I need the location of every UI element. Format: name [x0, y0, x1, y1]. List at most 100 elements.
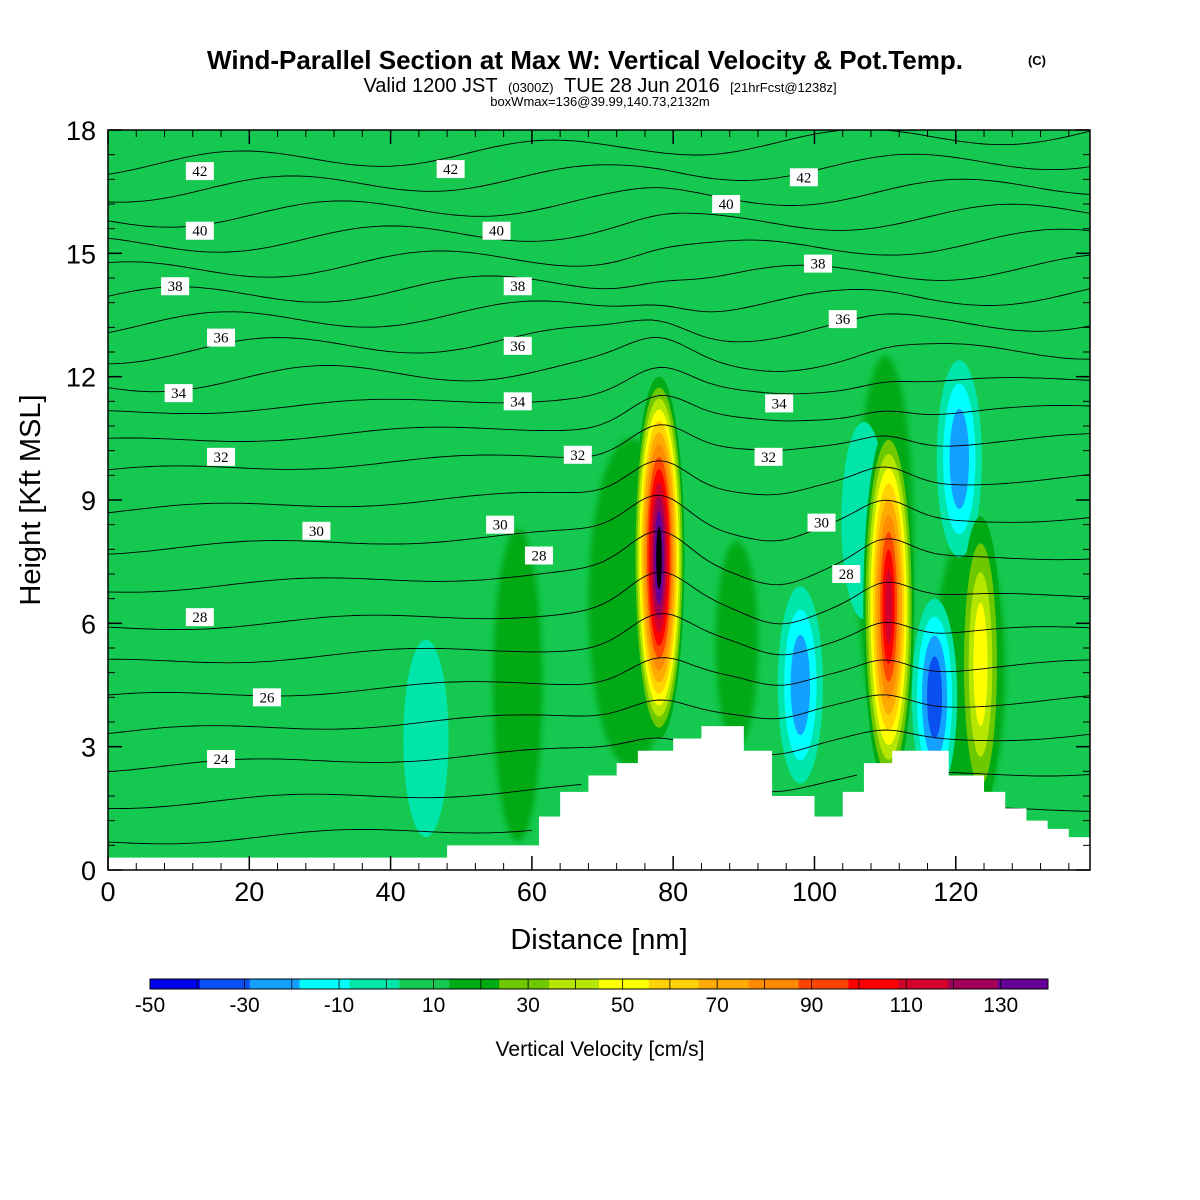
colorbar-tick-label: 110 — [889, 994, 922, 1017]
y-tick-label: 9 — [81, 486, 96, 516]
downdraft-contour — [790, 634, 811, 736]
theta-label-text: 28 — [192, 610, 207, 626]
theta-contour-line — [108, 337, 1090, 393]
theta-contour-line — [108, 395, 1090, 442]
theta-label-text: 40 — [719, 197, 734, 213]
theta-label-text: 30 — [493, 518, 508, 534]
theta-label-text: 34 — [510, 394, 526, 410]
updraft-contour — [656, 526, 662, 589]
theta-label-text: 36 — [214, 331, 230, 347]
theta-contours — [108, 130, 1090, 845]
updraft-contour — [496, 537, 539, 833]
theta-label: 36 — [828, 310, 857, 329]
theta-label-text: 28 — [531, 549, 546, 565]
theta-label: 32 — [207, 447, 236, 466]
theta-contour-line — [108, 228, 1090, 278]
colorbar-swatch — [998, 979, 1049, 989]
colorbar: -50 -30 -10 10 30 50 70 90 110 130 — [135, 978, 1049, 1017]
theta-label-text: 30 — [814, 516, 829, 532]
theta-label: 40 — [482, 221, 511, 240]
theta-label: 34 — [765, 394, 794, 413]
colorbar-swatch — [349, 979, 400, 989]
theta-label: 34 — [164, 384, 193, 403]
theta-contour-labels: 42 42 42 40 40 40 38 38 38 36 36 36 34 34 34 32 32 32 30 30… — [161, 160, 861, 768]
theta-label-text: 36 — [835, 312, 851, 328]
theta-contour-line — [108, 178, 1090, 228]
theta-label-text: 32 — [570, 448, 585, 464]
theta-label: 36 — [207, 328, 236, 347]
theta-label: 38 — [161, 277, 190, 296]
y-tick-label: 15 — [66, 239, 96, 269]
theta-contour-line — [108, 130, 1090, 175]
velocity-region — [715, 541, 758, 747]
theta-label-text: 40 — [192, 224, 207, 240]
x-tick-label: 100 — [792, 877, 837, 907]
theta-label-text: 42 — [192, 164, 207, 180]
theta-label: 28 — [832, 565, 861, 583]
theta-label: 42 — [185, 162, 214, 181]
theta-label-text: 26 — [259, 690, 275, 706]
y-tick-label: 6 — [81, 609, 96, 639]
colorbar-swatch — [748, 979, 800, 989]
theta-label-text: 36 — [510, 339, 526, 355]
theta-label-text: 32 — [214, 450, 229, 466]
colorbar-swatch — [150, 979, 201, 989]
theta-label: 32 — [563, 445, 592, 464]
x-axis-title: Distance [nm] — [510, 924, 687, 956]
colorbar-swatch — [399, 979, 450, 989]
colorbar-swatch — [299, 979, 351, 989]
theta-contour-line — [108, 571, 1090, 631]
theta-contour-line — [108, 613, 1090, 664]
x-tick-label: 80 — [658, 877, 688, 907]
colorbar-swatch — [249, 979, 301, 989]
y-tick-label: 18 — [66, 116, 96, 146]
colorbar-tick-label: 130 — [983, 994, 1018, 1017]
theta-label: 34 — [503, 392, 532, 411]
chart-info-line: boxWmax=136@39.99,140.73,2132m — [490, 94, 710, 109]
theta-label-text: 40 — [489, 224, 504, 240]
theta-contour-line — [108, 772, 1090, 810]
theta-label: 40 — [185, 221, 214, 240]
x-tick-label: 120 — [933, 877, 978, 907]
colorbar-title: Vertical Velocity [cm/s] — [496, 1038, 705, 1061]
copyright-mark: (C) — [1028, 53, 1046, 68]
theta-contour-line — [108, 729, 1090, 773]
colorbar-swatch — [199, 979, 251, 989]
theta-label-text: 24 — [214, 752, 230, 768]
theta-contour-line — [108, 288, 1090, 334]
theta-contour-line — [108, 694, 1090, 735]
terrain — [108, 726, 1090, 870]
colorbar-tick-label: 30 — [516, 994, 539, 1017]
subtitle-utc-time: (0300Z) — [508, 80, 554, 95]
theta-label: 26 — [252, 688, 281, 707]
velocity-region — [574, 191, 660, 398]
theta-label: 28 — [524, 546, 553, 565]
y-tick-label: 0 — [81, 856, 96, 886]
colorbar-swatch — [549, 979, 600, 989]
theta-label-text: 30 — [309, 524, 324, 540]
y-axis-title: Height [Kft MSL] — [15, 394, 47, 605]
downdraft-contour — [403, 639, 449, 838]
subtitle-date: TUE 28 Jun 2016 — [564, 75, 720, 97]
theta-contour-line — [108, 494, 1090, 555]
colorbar-tick-label: -50 — [135, 994, 165, 1017]
colorbar-tick-label: 90 — [800, 994, 823, 1017]
theta-contour-line — [108, 254, 1090, 303]
colorbar-tick-label: 50 — [611, 994, 634, 1017]
subtitle-forecast: [21hrFcst@1238z] — [730, 80, 836, 95]
theta-label-text: 42 — [443, 162, 458, 178]
theta-label: 36 — [503, 336, 532, 355]
theta-contour-line — [108, 366, 1090, 415]
y-tick-label: 3 — [81, 733, 96, 763]
theta-label: 38 — [503, 277, 532, 296]
theta-contour-line — [108, 530, 1090, 593]
x-tick-label: 40 — [376, 877, 406, 907]
colorbar-swatch — [848, 979, 899, 989]
colorbar-swatch — [648, 979, 700, 989]
plot-area: 42 42 42 40 40 40 38 38 38 36 36 36 34 34 34 32 32 32 30 30… — [108, 130, 1090, 870]
theta-label-text: 38 — [510, 279, 525, 295]
theta-contour-line — [108, 460, 1090, 514]
velocity-region — [404, 130, 518, 418]
theta-label: 42 — [436, 160, 465, 179]
